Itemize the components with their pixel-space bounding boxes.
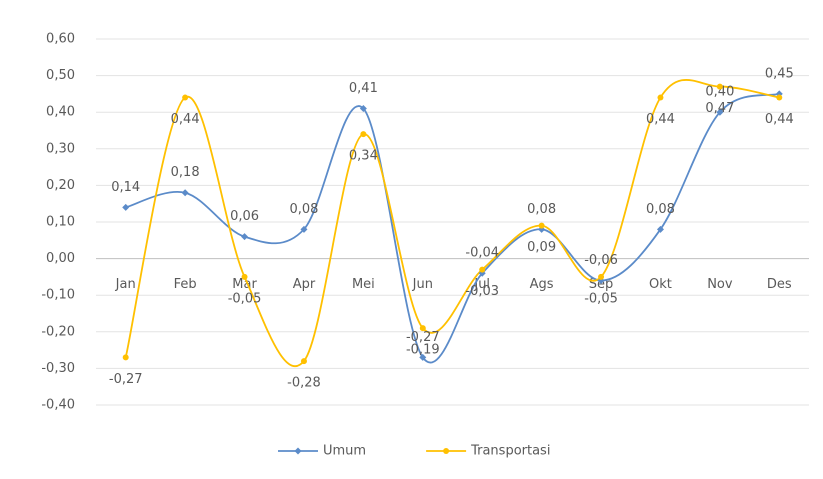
data-label: 0,18 xyxy=(171,165,200,180)
y-tick-label: -0,20 xyxy=(41,324,75,339)
marker xyxy=(538,222,545,229)
x-tick-label: Apr xyxy=(293,277,316,292)
marker xyxy=(300,358,307,365)
y-tick-label: 0,60 xyxy=(46,32,75,47)
y-tick-label: 0,50 xyxy=(46,68,75,83)
data-label: -0,27 xyxy=(109,372,143,387)
y-tick-label: 0,40 xyxy=(46,105,75,120)
data-label: -0,03 xyxy=(465,284,499,299)
data-label: -0,06 xyxy=(584,253,618,268)
marker xyxy=(479,266,486,273)
x-tick-label: Jun xyxy=(412,277,433,292)
data-label: 0,09 xyxy=(527,240,556,255)
data-label: 0,08 xyxy=(289,202,318,217)
data-label: -0,19 xyxy=(406,343,440,358)
x-tick-label: Mar xyxy=(232,277,257,292)
marker xyxy=(776,94,783,101)
y-tick-label: 0,20 xyxy=(46,178,75,193)
marker xyxy=(359,105,367,113)
data-label: 0,41 xyxy=(349,81,378,96)
data-label: 0,44 xyxy=(646,112,675,127)
data-label: -0,05 xyxy=(584,291,618,306)
legend-label: Umum xyxy=(323,444,366,459)
marker xyxy=(360,131,367,138)
x-tick-label: Feb xyxy=(174,277,197,292)
data-label: 0,47 xyxy=(705,101,734,116)
y-tick-label: -0,30 xyxy=(41,361,75,376)
x-tick-label: Ags xyxy=(530,277,554,292)
data-label: -0,05 xyxy=(228,291,262,306)
marker xyxy=(443,448,450,454)
x-tick-label: Jan xyxy=(115,277,136,292)
data-label: -0,27 xyxy=(406,330,440,345)
data-label: 0,06 xyxy=(230,209,259,224)
legend-label: Transportasi xyxy=(470,444,550,459)
marker xyxy=(181,189,189,197)
marker xyxy=(122,354,129,361)
marker xyxy=(419,353,427,361)
marker xyxy=(419,325,426,332)
x-tick-label: Nov xyxy=(707,277,733,292)
x-tick-label: Okt xyxy=(649,277,672,292)
line xyxy=(124,79,780,368)
data-label: 0,34 xyxy=(349,149,378,164)
data-label: 0,45 xyxy=(765,66,794,81)
data-label: 0,44 xyxy=(171,112,200,127)
y-tick-label: -0,40 xyxy=(41,398,75,413)
data-label: 0,40 xyxy=(705,85,734,100)
marker xyxy=(716,83,723,90)
marker xyxy=(657,94,664,101)
data-label: 0,08 xyxy=(646,202,675,217)
marker xyxy=(241,233,249,241)
marker xyxy=(294,447,302,455)
data-label: -0,28 xyxy=(287,376,321,391)
data-label: -0,04 xyxy=(465,246,499,261)
x-tick-label: Mei xyxy=(352,277,375,292)
x-tick-label: Des xyxy=(767,277,792,292)
marker xyxy=(656,225,664,233)
marker xyxy=(300,225,308,233)
marker xyxy=(182,94,189,101)
marker xyxy=(598,273,605,280)
y-tick-label: 0,30 xyxy=(46,141,75,156)
y-tick-label: 0,00 xyxy=(46,251,75,266)
marker xyxy=(122,203,130,211)
marker xyxy=(241,273,248,280)
data-label: 0,44 xyxy=(765,112,794,127)
line xyxy=(125,93,780,364)
y-tick-label: -0,10 xyxy=(41,288,75,303)
y-tick-label: 0,10 xyxy=(46,215,75,230)
data-label: 0,14 xyxy=(111,180,140,195)
marker xyxy=(716,108,724,116)
data-label: 0,08 xyxy=(527,202,556,217)
